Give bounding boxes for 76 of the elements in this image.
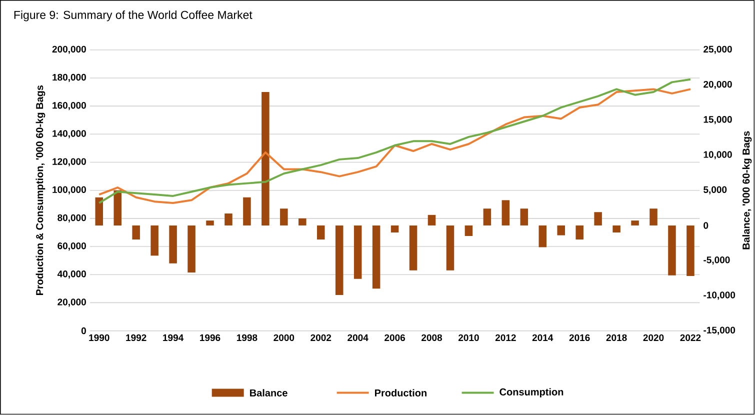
x-tick-label: 2010 (458, 334, 479, 342)
y-tick-label: 180,000 (52, 74, 86, 82)
bar (335, 226, 344, 296)
y2-tick-label: -10,000 (704, 292, 736, 300)
legend-label: Balance (250, 389, 288, 397)
y-tick-label: 160,000 (52, 102, 86, 110)
y-tick-label: 40,000 (57, 270, 86, 279)
y2-tick-label: -15,000 (704, 326, 736, 336)
legend-label: Production (375, 389, 426, 397)
x-tick-label: 2002 (310, 334, 332, 342)
x-tick-label: 2006 (384, 334, 406, 342)
bar (372, 226, 380, 289)
y2-tick-label: 15,000 (704, 116, 732, 124)
bar (243, 198, 251, 226)
x-tick-label: 1990 (89, 334, 110, 342)
bar (206, 220, 214, 226)
bar (132, 226, 140, 240)
y-tick-label: 200,000 (52, 46, 86, 54)
bar (354, 226, 362, 279)
bar (280, 208, 288, 226)
bar (612, 226, 620, 233)
bar (114, 190, 122, 226)
bar (409, 226, 418, 271)
x-tick-label: 2012 (495, 334, 516, 342)
bar (538, 226, 547, 248)
bar (650, 208, 658, 226)
bar (150, 226, 158, 256)
y-tick-label: 0 (81, 328, 86, 334)
bar (224, 214, 232, 226)
y2-tick-label: -5,000 (704, 256, 730, 265)
bar (576, 226, 584, 240)
y-tick-label: 100,000 (52, 186, 86, 195)
y2-tick-label: 0 (704, 222, 708, 229)
x-tick-label: 2018 (606, 334, 627, 342)
x-tick-label: 2004 (348, 334, 368, 342)
x-tick-label: 2022 (680, 334, 701, 342)
bar (95, 198, 104, 226)
x-tick-label: 1992 (126, 334, 146, 342)
bar (631, 220, 639, 226)
y-tick-label: 60,000 (58, 242, 86, 251)
x-tick-label: 1998 (236, 334, 258, 342)
y2-tick-label: 10,000 (704, 151, 732, 160)
bar (390, 226, 399, 233)
chart-title: Figure 9: Summary of the World Coffee Market (14, 10, 252, 22)
bar (520, 208, 528, 226)
y-tick-label: 120,000 (52, 158, 86, 166)
x-tick-label: 2008 (422, 334, 442, 342)
bar (428, 215, 436, 226)
y-tick-label: 20,000 (58, 298, 86, 307)
bar (188, 226, 196, 273)
bar (298, 218, 306, 226)
legend-label: Consumption (500, 388, 564, 398)
y2-tick-label: 25,000 (704, 46, 732, 54)
bar (483, 208, 492, 226)
bar (169, 226, 177, 264)
bar (557, 226, 565, 236)
bar (686, 226, 694, 276)
x-tick-label: 2016 (569, 334, 590, 342)
x-tick-label: 2000 (274, 334, 294, 342)
bar (668, 226, 676, 276)
bar (502, 200, 510, 226)
x-tick-label: 2020 (643, 334, 664, 342)
x-tick-label: 1994 (163, 334, 184, 342)
bar (316, 226, 325, 240)
bar (594, 212, 602, 226)
bar (262, 92, 270, 226)
x-tick-label: 1996 (200, 334, 220, 342)
bar (464, 226, 473, 236)
y2-tick-label: 5,000 (704, 186, 727, 195)
y-tick-label: 140,000 (52, 130, 86, 138)
y2-tick-label: 20,000 (704, 81, 732, 90)
bar (446, 226, 454, 271)
y-axis-title: Production & Consumption, '000 60-kg Bags (36, 86, 46, 296)
x-tick-label: 2014 (532, 334, 554, 342)
y-tick-label: 80,000 (58, 214, 86, 223)
y2-axis-title: Balance, '000 60-kg Bags (742, 131, 752, 250)
